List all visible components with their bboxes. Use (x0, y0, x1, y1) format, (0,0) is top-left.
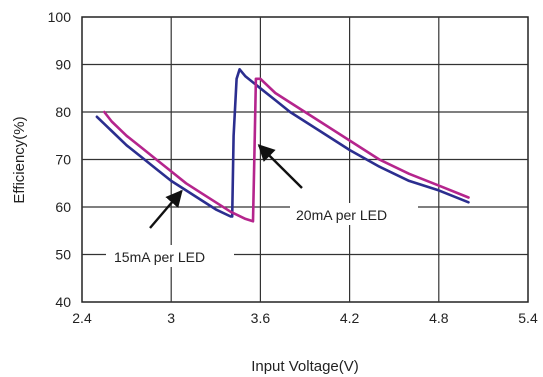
annotation-label-15ma: 15mA per LED (114, 249, 205, 265)
x-tick-label: 3 (167, 310, 175, 326)
annotation-layer: 15mA per LED 20mA per LED (106, 144, 418, 267)
y-tick-label: 40 (55, 294, 71, 310)
y-tick-label: 100 (48, 9, 72, 25)
annotation-arrow-20ma (257, 144, 303, 189)
x-axis-label: Input Voltage(V) (251, 358, 359, 375)
y-tick-label: 60 (55, 199, 71, 215)
annotation-label-20ma: 20mA per LED (296, 207, 387, 223)
series-line-15ma (95, 68, 470, 218)
x-tick-label: 4.8 (429, 310, 449, 326)
x-tick-label: 3.6 (251, 310, 271, 326)
annotation-bg-15ma (106, 245, 234, 267)
y-tick-label: 90 (55, 57, 71, 73)
y-axis-label: Efficiency(%) (11, 116, 28, 203)
series-line-20ma (103, 77, 470, 223)
y-tick-label: 70 (55, 152, 71, 168)
annotation-bg-20ma (290, 203, 418, 225)
x-tick-label: 2.4 (72, 310, 92, 326)
y-tick-label: 50 (55, 247, 71, 263)
x-tick-label: 4.2 (340, 310, 360, 326)
tick-labels: 2.4 3 3.6 4.2 4.8 5.4 40 50 60 70 80 90 100 (48, 9, 538, 326)
x-tick-label: 5.4 (518, 310, 538, 326)
series-layer (95, 68, 470, 223)
y-tick-label: 80 (55, 104, 71, 120)
annotation-arrow-15ma (149, 189, 183, 229)
